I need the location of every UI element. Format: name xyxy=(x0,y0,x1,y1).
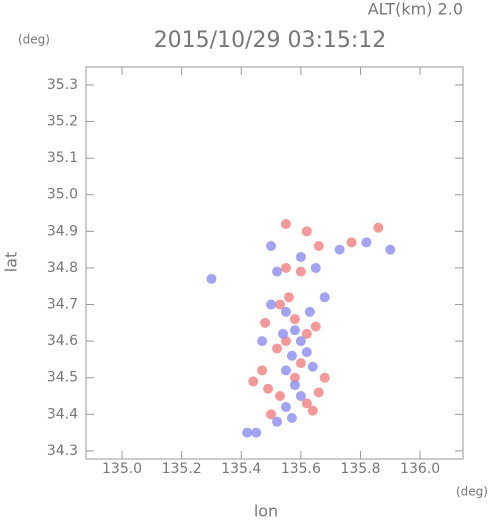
y-label: lat xyxy=(2,252,21,273)
x-tick-label: 135.6 xyxy=(281,461,321,477)
y-tick-label: 35.2 xyxy=(47,114,78,130)
echo-point xyxy=(257,336,268,347)
echo-point xyxy=(307,405,318,416)
echo-point xyxy=(295,266,306,277)
echo-point xyxy=(334,244,345,255)
echo-point xyxy=(263,383,274,394)
echo-point xyxy=(319,292,330,303)
y-tick-label: 34.7 xyxy=(47,297,78,313)
echo-point xyxy=(295,336,306,347)
y-tick-label: 35.0 xyxy=(47,187,78,203)
x-tick-label: 135.4 xyxy=(221,461,261,477)
echo-point xyxy=(301,328,312,339)
y-tick-label: 34.9 xyxy=(47,223,78,239)
echo-point xyxy=(346,237,357,248)
echo-point xyxy=(289,372,300,383)
echo-point xyxy=(266,409,277,420)
echo-point xyxy=(275,391,286,402)
x-tick-label: 135.8 xyxy=(340,461,380,477)
y-unit: (deg) xyxy=(18,33,50,47)
echo-point xyxy=(242,427,253,438)
echo-point xyxy=(272,416,283,427)
echo-point xyxy=(301,226,312,237)
echo-point xyxy=(313,387,324,398)
x-tick-label: 135.2 xyxy=(162,461,202,477)
y-tick-label: 35.1 xyxy=(47,150,78,166)
echo-point xyxy=(277,328,288,339)
echo-point xyxy=(319,372,330,383)
chart-title: 2015/10/29 03:15:12 xyxy=(154,28,387,53)
x-unit: (deg) xyxy=(456,485,488,499)
echo-point xyxy=(307,361,318,372)
echo-point xyxy=(289,380,300,391)
altitude: ALT(km) 2.0 xyxy=(368,0,463,19)
y-tick-label: 34.6 xyxy=(47,333,78,349)
y-tick-label: 35.3 xyxy=(47,77,78,93)
echo-point xyxy=(266,240,277,251)
echo-point xyxy=(280,219,291,230)
y-tick-label: 34.5 xyxy=(47,370,78,386)
echo-point xyxy=(313,240,324,251)
y-tick-label: 34.8 xyxy=(47,260,78,276)
echo-point xyxy=(286,413,297,424)
echo-point xyxy=(310,262,321,273)
x-tick-label: 136.0 xyxy=(400,461,440,477)
echo-point xyxy=(289,314,300,325)
echo-point xyxy=(295,358,306,369)
echo-point xyxy=(272,343,283,354)
echo-point xyxy=(272,266,283,277)
y-tick-label: 34.3 xyxy=(47,443,78,459)
echo-point xyxy=(295,391,306,402)
y-tick-label: 34.4 xyxy=(47,406,78,422)
echo-point xyxy=(280,306,291,317)
echo-point xyxy=(275,299,286,310)
echo-point xyxy=(280,262,291,273)
echo-point xyxy=(301,347,312,358)
echo-point xyxy=(385,244,396,255)
plot-frame xyxy=(85,66,464,460)
echo-point xyxy=(283,292,294,303)
echo-point xyxy=(206,273,217,284)
echo-point xyxy=(301,398,312,409)
echo-point xyxy=(280,365,291,376)
echo-point xyxy=(266,299,277,310)
echo-point xyxy=(361,237,372,248)
x-label: lon xyxy=(254,502,278,521)
echo-point xyxy=(289,325,300,336)
echo-point xyxy=(304,306,315,317)
echo-point xyxy=(280,402,291,413)
x-tick-label: 135.0 xyxy=(102,461,142,477)
echo-point xyxy=(295,251,306,262)
echo-point xyxy=(248,376,259,387)
echo-point xyxy=(310,321,321,332)
echo-point xyxy=(260,317,271,328)
echo-point xyxy=(373,222,384,233)
echo-point xyxy=(251,427,262,438)
echo-point xyxy=(257,365,268,376)
echo-point xyxy=(286,350,297,361)
